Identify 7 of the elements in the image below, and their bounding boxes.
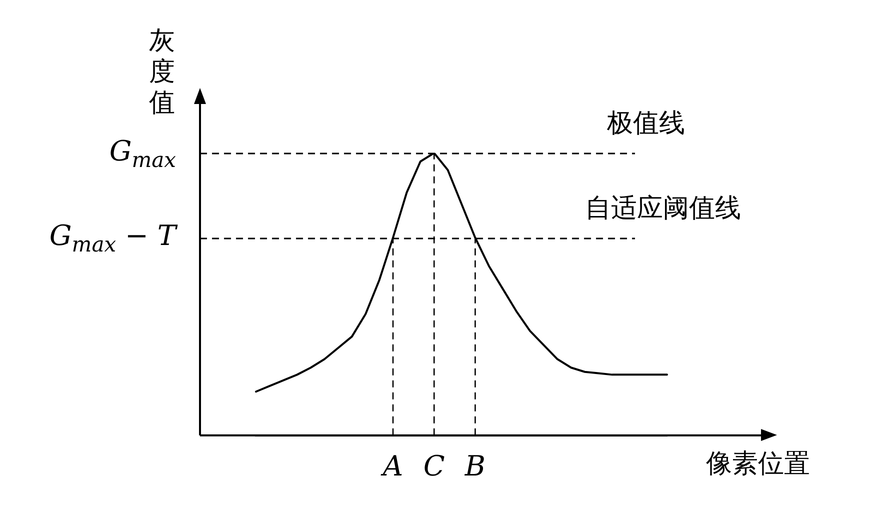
ref-line-label: 自适应阈值线: [585, 193, 741, 224]
x-tick-label: C: [423, 449, 445, 482]
x-tick-label: A: [380, 449, 404, 482]
x-tick-label: B: [464, 449, 486, 482]
ref-line-label: 极值线: [606, 108, 685, 138]
x-axis-title: 像素位置: [706, 449, 810, 480]
y-axis-title: 灰度值: [149, 26, 175, 118]
